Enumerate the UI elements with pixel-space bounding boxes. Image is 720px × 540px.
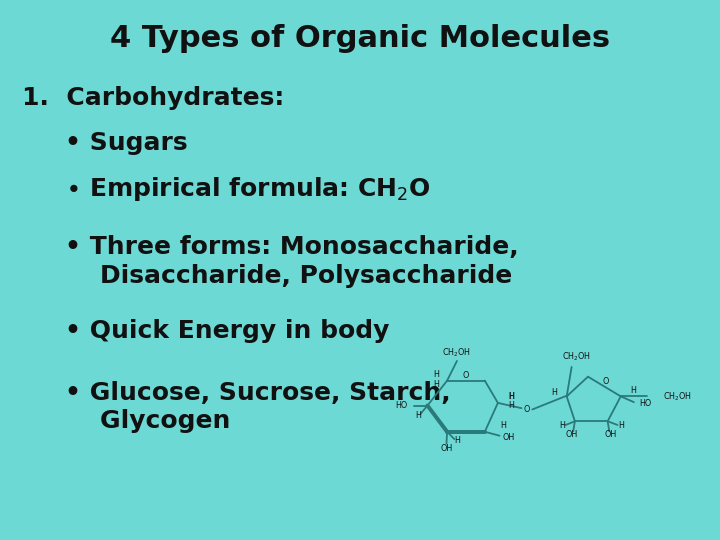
Text: H: H <box>433 380 440 389</box>
Text: OH: OH <box>441 443 454 453</box>
Text: CH$_2$OH: CH$_2$OH <box>443 346 472 359</box>
Text: H: H <box>552 388 557 397</box>
Text: OH: OH <box>565 430 577 440</box>
Text: HO: HO <box>639 399 651 408</box>
Text: H: H <box>415 411 421 420</box>
Text: • Quick Energy in body: • Quick Energy in body <box>65 319 390 342</box>
Text: CH$_2$OH: CH$_2$OH <box>663 390 692 403</box>
Text: • Three forms: Monosaccharide,
    Disaccharide, Polysaccharide: • Three forms: Monosaccharide, Disacchar… <box>65 235 518 288</box>
Text: O: O <box>603 377 609 386</box>
Text: H: H <box>509 401 515 409</box>
Text: • Sugars: • Sugars <box>65 131 187 154</box>
Text: H: H <box>433 369 440 379</box>
Text: O: O <box>463 372 469 380</box>
Text: H: H <box>454 436 460 446</box>
Text: $\bullet$ Empirical formula: CH$_2$O: $\bullet$ Empirical formula: CH$_2$O <box>65 175 431 203</box>
Text: HO: HO <box>395 401 407 410</box>
Text: O: O <box>523 405 530 414</box>
Text: 1.  Carbohydrates:: 1. Carbohydrates: <box>22 86 284 110</box>
Text: OH: OH <box>605 430 617 440</box>
Text: • Glucose, Sucrose, Starch,
    Glycogen: • Glucose, Sucrose, Starch, Glycogen <box>65 381 451 434</box>
Text: H: H <box>509 392 515 401</box>
Text: H: H <box>559 422 565 430</box>
Text: H: H <box>500 422 505 430</box>
Text: OH: OH <box>503 433 515 442</box>
Text: CH$_2$OH: CH$_2$OH <box>562 350 591 363</box>
Text: 4 Types of Organic Molecules: 4 Types of Organic Molecules <box>110 24 610 53</box>
Text: H: H <box>618 422 624 430</box>
Text: H: H <box>630 386 636 395</box>
Text: H: H <box>509 392 515 401</box>
